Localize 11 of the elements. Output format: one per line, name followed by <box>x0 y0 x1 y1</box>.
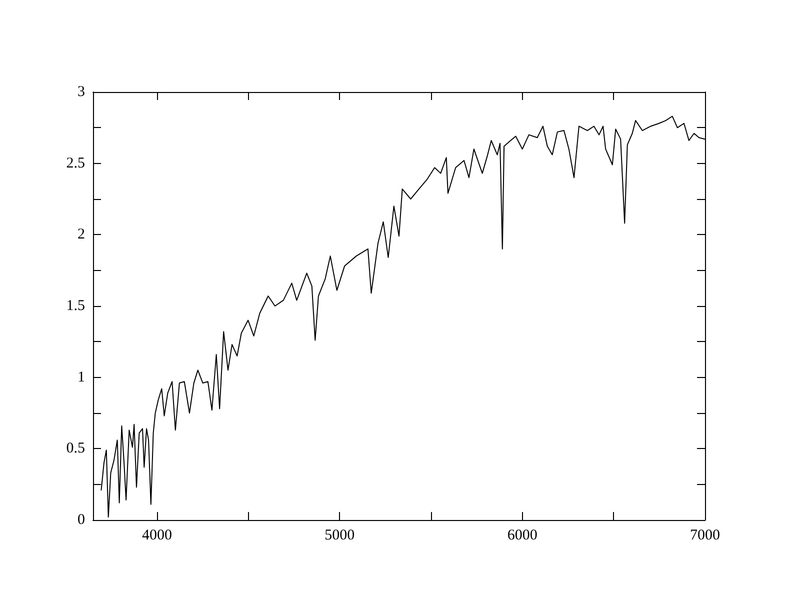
y-tick-label: 2.5 <box>66 155 85 172</box>
x-tick-label: 5000 <box>324 528 355 544</box>
y-tick-label: 0.5 <box>66 440 85 457</box>
y-tick-label: 2 <box>78 226 85 243</box>
x-tick-label: 4000 <box>142 528 172 544</box>
y-tick-label: 1.5 <box>66 298 85 314</box>
y-tick-label: 3 <box>78 84 85 100</box>
x-tick-label: 6000 <box>507 528 538 544</box>
y-tick-label: 0 <box>78 512 85 528</box>
x-tick-label: 7000 <box>690 528 720 544</box>
y-tick-label: 1 <box>78 369 85 386</box>
